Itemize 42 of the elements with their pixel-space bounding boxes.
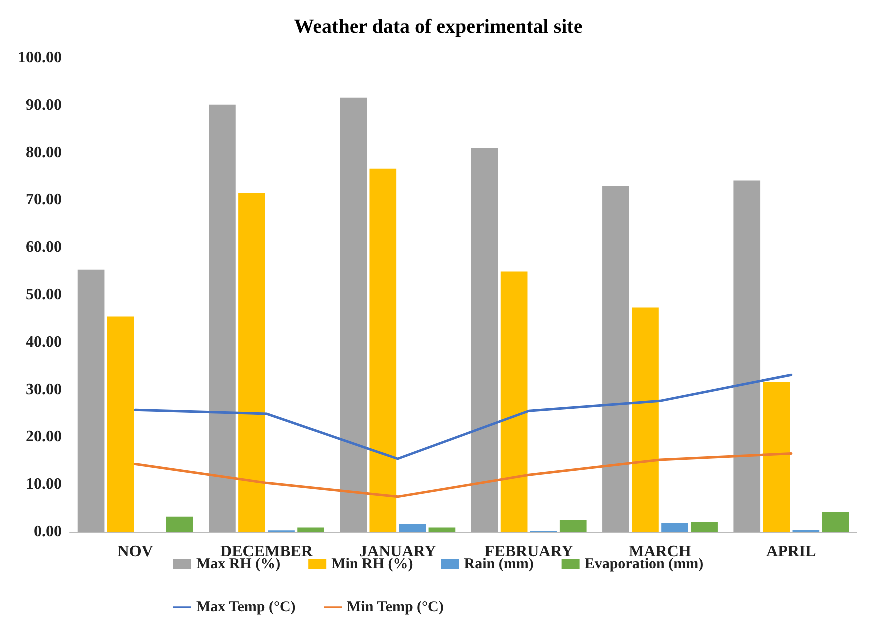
bar	[734, 180, 761, 532]
bar	[602, 186, 630, 532]
y-tick-label: 20.00	[26, 428, 62, 446]
bar	[763, 382, 790, 532]
x-tick-label: APRIL	[766, 544, 816, 560]
legend-label: Min Temp (°C)	[347, 600, 444, 616]
bar	[500, 272, 528, 532]
y-tick-label: 90.00	[26, 96, 62, 114]
bar	[370, 168, 397, 532]
bar	[691, 522, 718, 532]
bar	[428, 528, 456, 532]
bar	[822, 512, 850, 532]
chart-title: Weather data of experimental site	[294, 16, 583, 38]
y-tick-label: 50.00	[26, 286, 62, 304]
bar	[209, 104, 236, 532]
legend-label: Max Temp (°C)	[196, 600, 296, 616]
y-tick-label: 40.00	[26, 334, 62, 351]
x-tick-label: NOV	[118, 544, 154, 560]
bar	[238, 193, 266, 532]
legend-label: Rain (mm)	[464, 556, 534, 572]
y-tick-label: 100.00	[18, 50, 62, 66]
bar	[399, 524, 426, 532]
y-tick-label: 0.00	[34, 524, 62, 540]
bar	[662, 522, 688, 532]
bar	[340, 98, 368, 532]
y-tick-label: 70.00	[26, 192, 62, 209]
y-tick-label: 80.00	[26, 144, 62, 162]
bar	[471, 148, 498, 532]
line-series	[134, 374, 793, 460]
y-tick-label: 10.00	[26, 476, 62, 494]
bar	[166, 516, 194, 532]
y-tick-label: 60.00	[26, 239, 62, 256]
bar	[298, 528, 324, 532]
legend-label: Min RH (%)	[332, 556, 414, 572]
bar	[632, 308, 659, 532]
legend-label: Max RH (%)	[196, 556, 281, 572]
bar	[560, 520, 587, 532]
bar	[107, 316, 134, 532]
legend-label: Evaporation (mm)	[584, 556, 704, 572]
line-series	[134, 452, 793, 498]
bar	[78, 270, 105, 532]
y-tick-label: 30.00	[26, 381, 62, 398]
